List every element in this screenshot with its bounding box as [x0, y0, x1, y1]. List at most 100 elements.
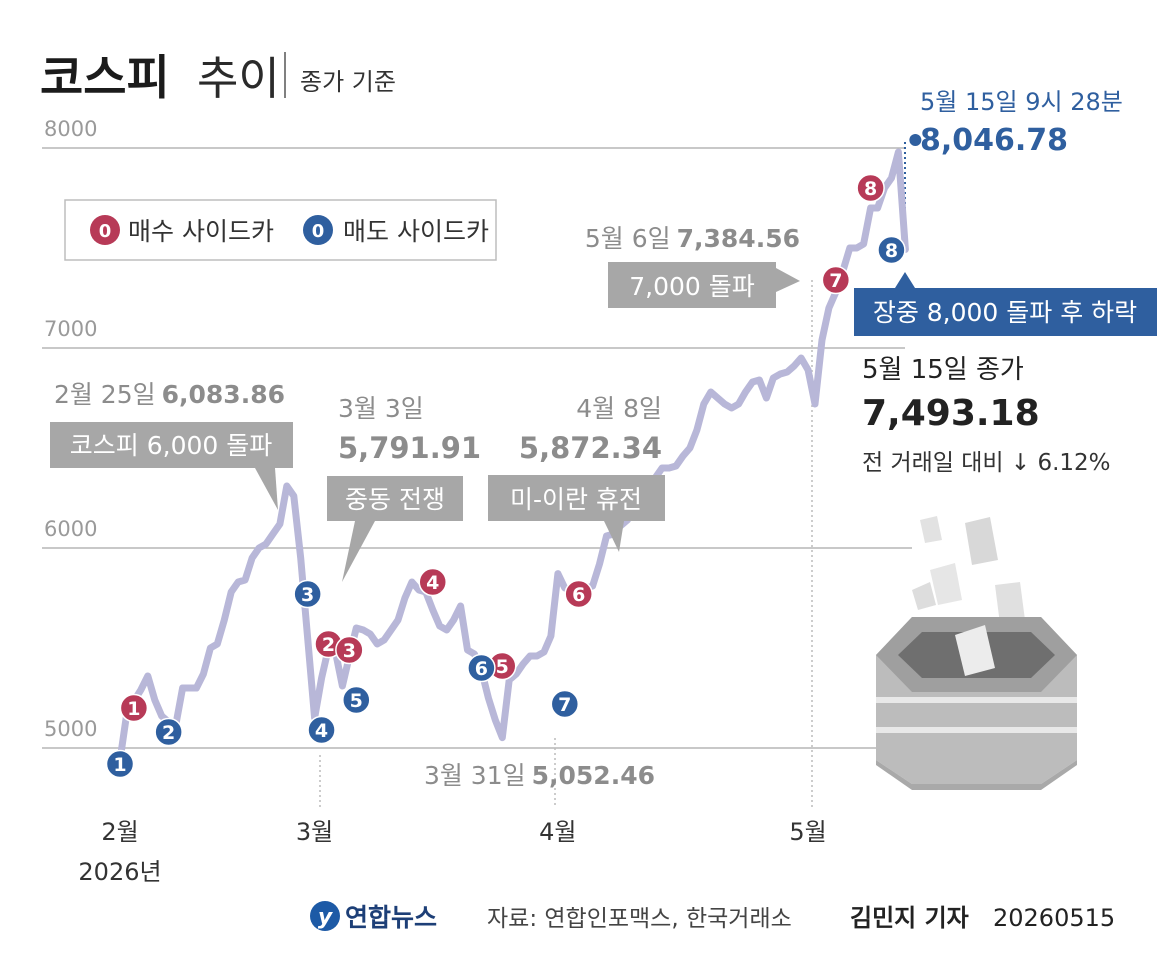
callout-mar31-text: 3월 31일 5,052.46 [424, 761, 655, 790]
close-value: 7,493.18 [862, 393, 1040, 434]
mar3-value: 5,791.91 [338, 431, 481, 465]
feb25-date: 2월 25일 [54, 380, 156, 409]
sell-sidecar-marker-1 [105, 749, 135, 779]
legend-box [64, 199, 497, 261]
peak-box [854, 288, 1157, 336]
sell-sidecar-marker-7 [550, 689, 580, 719]
yonhap-logo-icon [310, 901, 340, 931]
buy-sidecar-marker-1 [119, 693, 149, 723]
subtitle: 종가 기준 [300, 68, 396, 96]
buy-sidecar-marker-3 [335, 635, 364, 665]
buy-sidecar-label-8: 8 [864, 178, 877, 200]
buy-sidecar-label-6: 6 [572, 584, 585, 606]
sell-sidecar-label-2: 2 [162, 722, 175, 744]
feb25-box-text: 코스피 6,000 돌파 [70, 431, 272, 460]
x-tick-label: 2월 [101, 818, 138, 846]
feb25-pointer [255, 468, 278, 510]
sell-sidecar-label-1: 1 [113, 754, 126, 776]
kospi-close-line [116, 148, 909, 764]
may6-box [608, 262, 776, 308]
close-label: 5월 15일 종가 [862, 355, 1024, 385]
title-light: 추이 [197, 52, 280, 105]
buy-sidecar-marker-7 [821, 265, 851, 295]
x-tick-label: 3월 [296, 818, 333, 846]
apr8-pointer [604, 521, 624, 552]
sell-sidecar-label-7: 7 [558, 694, 571, 716]
sell-sidecar-label-3: 3 [301, 584, 314, 606]
footer: y 연합뉴스 자료: 연합인포맥스, 한국거래소 김민지 기자 20260515 [310, 901, 1115, 932]
apr8-value: 5,872.34 [519, 431, 662, 465]
footer-logo: 연합뉴스 [345, 903, 437, 932]
paper-in-box [955, 625, 995, 676]
yonhap-logo-glyph: y [318, 905, 334, 930]
legend-buy-marker-text: 0 [99, 221, 112, 242]
paper-piece-2 [965, 517, 998, 565]
box-bottom [876, 760, 1077, 790]
callout-may6-text: 5월 6일 7,384.56 [585, 224, 800, 253]
paper-piece-3 [930, 563, 962, 605]
legend: 0 매수 사이드카 0 매도 사이드카 [64, 199, 497, 261]
falling-box-illustration [876, 516, 1077, 790]
footer-date: 20260515 [993, 904, 1115, 932]
x-axis: 2월 2026년 3월 4월 5월 [78, 818, 826, 886]
mar31-date: 3월 31일 [424, 761, 526, 790]
sell-sidecar-label-5: 5 [350, 690, 363, 712]
mar3-box-text: 중동 전쟁 [345, 485, 445, 514]
apr8-box [488, 475, 665, 521]
buy-sidecar-label-2: 2 [322, 634, 335, 656]
x-tick-label: 5월 [789, 818, 826, 846]
paper-piece-1 [920, 516, 942, 543]
intraday-high-dot [909, 134, 922, 146]
sell-sidecar-label-8: 8 [885, 240, 898, 262]
legend-sell-marker-text: 0 [312, 221, 325, 242]
buy-sidecar-label-7: 7 [829, 270, 842, 292]
sell-sidecar-marker-3 [293, 579, 322, 609]
mar31-value: 5,052.46 [532, 761, 655, 790]
sell-sidecar-label-4: 4 [315, 720, 328, 742]
callout-feb25-text: 2월 25일 6,083.86 [54, 380, 285, 409]
peak-box-text: 장중 8,000 돌파 후 하락 [873, 298, 1137, 327]
callout-apr8: 4월 8일 5,872.34 미-이란 휴전 [488, 394, 665, 552]
legend-sell-marker [303, 215, 333, 245]
may6-date: 5월 6일 [585, 224, 671, 253]
callout-mar31: 3월 31일 5,052.46 [424, 761, 655, 790]
sell-sidecar-label-6: 6 [475, 658, 488, 680]
title-bold: 코스피 [40, 51, 170, 106]
peak-value: 8,046.78 [920, 123, 1068, 158]
buy-sidecar-label-1: 1 [127, 698, 140, 720]
legend-sell-label: 매도 사이드카 [343, 217, 489, 246]
footer-author: 김민지 기자 [850, 904, 969, 932]
sell-sidecar-marker-8 [877, 235, 906, 265]
may6-value: 7,384.56 [677, 224, 800, 253]
peak-time: 5월 15일 9시 28분 [920, 88, 1123, 116]
mar3-pointer [342, 521, 375, 582]
buy-sidecar-label-4: 4 [426, 572, 439, 594]
feb25-value: 6,083.86 [162, 380, 285, 409]
x-tick-label: 4월 [539, 818, 576, 846]
paper-piece-4 [912, 582, 936, 610]
legend-buy-marker [90, 215, 120, 245]
y-tick-label: 8000 [44, 117, 97, 141]
mar3-box [327, 476, 463, 521]
sell-sidecar-marker-2 [154, 717, 183, 747]
may6-pointer [776, 268, 800, 292]
peak-pointer [895, 272, 915, 288]
apr8-box-text: 미-이란 휴전 [510, 485, 642, 514]
footer-source: 자료: 연합인포맥스, 한국거래소 [487, 906, 792, 932]
callout-feb25: 2월 25일 6,083.86 코스피 6,000 돌파 [50, 380, 293, 510]
buy-sidecar-label-3: 3 [343, 640, 356, 662]
may6-box-text: 7,000 돌파 [629, 272, 755, 301]
buy-sidecar-marker-6 [564, 579, 593, 609]
legend-buy-label: 매수 사이드카 [128, 217, 274, 246]
buy-sidecar-marker-8 [856, 173, 885, 203]
x-tick-sublabel: 2026년 [78, 858, 161, 886]
apr8-date: 4월 8일 [576, 394, 662, 423]
y-tick-label: 5000 [44, 717, 97, 741]
paper-piece-5 [995, 582, 1025, 624]
feb25-box [50, 422, 293, 468]
change-text: 전 거래일 대비 ↓ 6.12% [862, 450, 1111, 476]
callout-may6: 5월 6일 7,384.56 7,000 돌파 [585, 224, 800, 308]
mar3-date: 3월 3일 [338, 394, 424, 423]
sell-sidecar-marker-4 [307, 715, 336, 745]
